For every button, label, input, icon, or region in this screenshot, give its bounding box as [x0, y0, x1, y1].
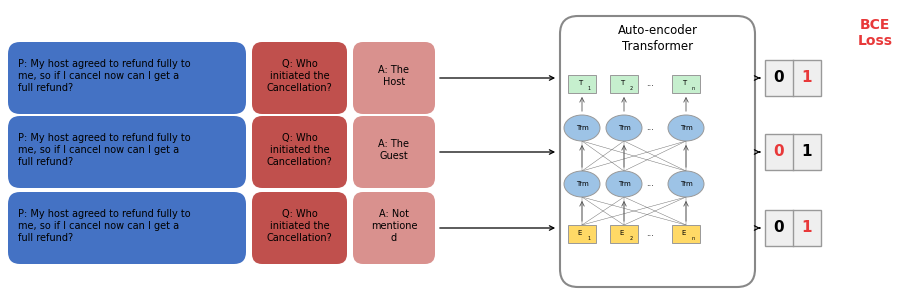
Text: 2: 2 [630, 85, 632, 91]
FancyBboxPatch shape [8, 116, 246, 188]
Ellipse shape [564, 115, 600, 141]
Text: E: E [619, 230, 624, 236]
Ellipse shape [606, 115, 642, 141]
Text: Trm: Trm [618, 181, 630, 187]
Text: ...: ... [646, 79, 654, 88]
Text: E: E [682, 230, 686, 236]
FancyBboxPatch shape [560, 16, 755, 287]
Text: 1: 1 [802, 221, 813, 235]
Text: Q: Who
initiated the
Cancellation?: Q: Who initiated the Cancellation? [266, 208, 332, 243]
FancyBboxPatch shape [252, 192, 347, 264]
Bar [568, 75, 596, 93]
Text: Trm: Trm [680, 181, 693, 187]
Text: 1: 1 [802, 145, 813, 159]
Text: T: T [682, 80, 686, 86]
Bar [765, 210, 821, 246]
Text: 1: 1 [587, 235, 590, 241]
FancyBboxPatch shape [8, 42, 246, 114]
Text: ...: ... [646, 229, 654, 238]
Bar [610, 225, 638, 243]
Text: n: n [692, 235, 694, 241]
Text: ...: ... [646, 124, 654, 132]
Text: ...: ... [646, 179, 654, 188]
Ellipse shape [668, 171, 704, 197]
Text: n: n [692, 85, 694, 91]
Bar [568, 225, 596, 243]
Bar [672, 75, 700, 93]
Text: E: E [577, 230, 582, 236]
Text: Q: Who
initiated the
Cancellation?: Q: Who initiated the Cancellation? [266, 58, 332, 93]
Text: P: My host agreed to refund fully to
me, so if I cancel now can I get a
full ref: P: My host agreed to refund fully to me,… [18, 208, 190, 243]
Text: 2: 2 [630, 235, 632, 241]
Text: P: My host agreed to refund fully to
me, so if I cancel now can I get a
full ref: P: My host agreed to refund fully to me,… [18, 58, 190, 93]
Text: A: Not
mentione
d: A: Not mentione d [371, 208, 417, 243]
FancyBboxPatch shape [353, 116, 435, 188]
Text: 0: 0 [774, 221, 784, 235]
Bar [765, 134, 821, 170]
Text: Trm: Trm [680, 125, 693, 131]
FancyBboxPatch shape [8, 192, 246, 264]
Text: Auto-encoder
Transformer: Auto-encoder Transformer [618, 24, 697, 52]
Text: Trm: Trm [576, 125, 588, 131]
Text: A: The
Guest: A: The Guest [379, 139, 410, 161]
Text: P: My host agreed to refund fully to
me, so if I cancel now can I get a
full ref: P: My host agreed to refund fully to me,… [18, 133, 190, 167]
Text: 1: 1 [587, 85, 590, 91]
Bar [672, 225, 700, 243]
Text: T: T [619, 80, 624, 86]
Text: A: The
Host: A: The Host [379, 65, 410, 87]
FancyBboxPatch shape [353, 192, 435, 264]
Ellipse shape [564, 171, 600, 197]
FancyBboxPatch shape [252, 116, 347, 188]
FancyBboxPatch shape [252, 42, 347, 114]
Text: Q: Who
initiated the
Cancellation?: Q: Who initiated the Cancellation? [266, 133, 332, 167]
Ellipse shape [606, 171, 642, 197]
Text: Trm: Trm [576, 181, 588, 187]
Text: 0: 0 [774, 145, 784, 159]
Text: BCE
Loss: BCE Loss [857, 18, 892, 48]
Text: 1: 1 [802, 71, 813, 85]
Bar [765, 60, 821, 96]
Ellipse shape [668, 115, 704, 141]
Text: 0: 0 [774, 71, 784, 85]
Text: T: T [578, 80, 582, 86]
Bar [610, 75, 638, 93]
FancyBboxPatch shape [353, 42, 435, 114]
Text: Trm: Trm [618, 125, 630, 131]
